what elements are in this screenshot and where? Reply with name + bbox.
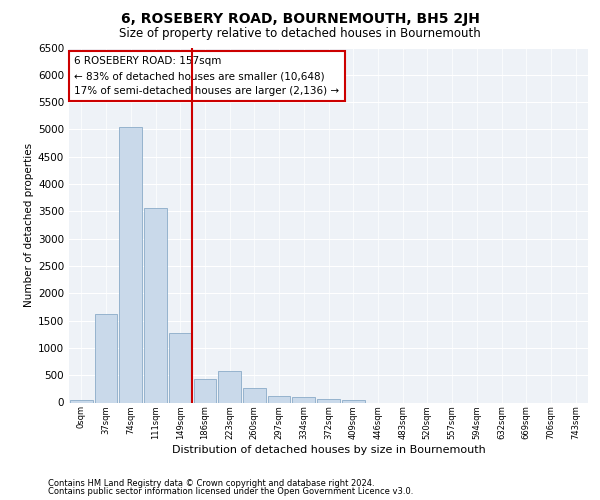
Bar: [292, 397, 315, 402]
Text: 6, ROSEBERY ROAD, BOURNEMOUTH, BH5 2JH: 6, ROSEBERY ROAD, BOURNEMOUTH, BH5 2JH: [121, 12, 479, 26]
Bar: [243, 388, 266, 402]
Bar: [144, 208, 167, 402]
Bar: [342, 400, 365, 402]
Text: Contains HM Land Registry data © Crown copyright and database right 2024.: Contains HM Land Registry data © Crown c…: [48, 478, 374, 488]
Text: Contains public sector information licensed under the Open Government Licence v3: Contains public sector information licen…: [48, 487, 413, 496]
Text: Size of property relative to detached houses in Bournemouth: Size of property relative to detached ho…: [119, 28, 481, 40]
Text: 6 ROSEBERY ROAD: 157sqm
← 83% of detached houses are smaller (10,648)
17% of sem: 6 ROSEBERY ROAD: 157sqm ← 83% of detache…: [74, 56, 340, 96]
Bar: [119, 126, 142, 402]
Bar: [70, 400, 93, 402]
Bar: [169, 332, 191, 402]
Bar: [95, 314, 118, 402]
Bar: [218, 371, 241, 402]
Bar: [268, 396, 290, 402]
Y-axis label: Number of detached properties: Number of detached properties: [24, 143, 34, 307]
Bar: [317, 399, 340, 402]
X-axis label: Distribution of detached houses by size in Bournemouth: Distribution of detached houses by size …: [172, 444, 485, 454]
Bar: [194, 379, 216, 402]
